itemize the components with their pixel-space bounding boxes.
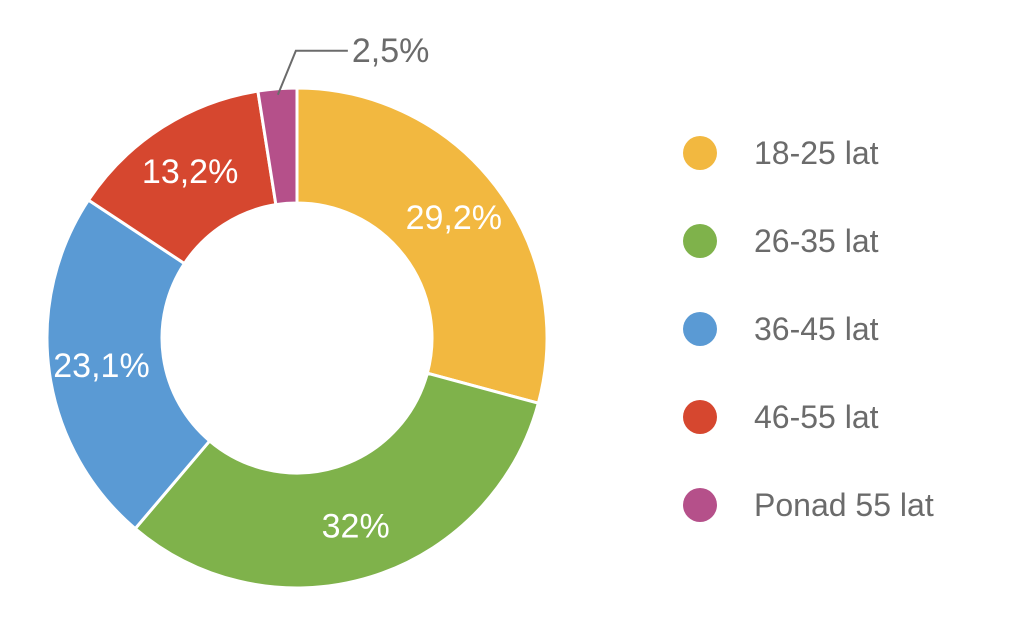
legend-marker-46-55-lat bbox=[683, 400, 717, 434]
legend-marker-18-25-lat bbox=[683, 136, 717, 170]
slice-36-45-lat bbox=[45, 198, 212, 531]
legend-label-ponad-55-lat: Ponad 55 lat bbox=[754, 487, 934, 523]
legend-marker-36-45-lat bbox=[683, 312, 717, 346]
slice-ponad-55-lat bbox=[256, 86, 299, 207]
slice-18-25-lat bbox=[295, 86, 549, 406]
legend-label-18-25-lat: 18-25 lat bbox=[754, 135, 879, 171]
slice-label-ponad-55-lat: 2,5% bbox=[352, 32, 430, 70]
legend: 18-25 lat 26-35 lat 36-45 lat 46-55 lat Pona… bbox=[683, 135, 934, 523]
slice-label-46-55-lat: 13,2% bbox=[142, 153, 238, 191]
legend-marker-ponad-55-lat bbox=[683, 488, 717, 522]
callout-group: 2,5% bbox=[276, 32, 430, 96]
slice-label-36-45-lat: 23,1% bbox=[53, 347, 149, 385]
donut-slices bbox=[45, 86, 549, 590]
legend-label-46-55-lat: 46-55 lat bbox=[754, 399, 879, 435]
slice-26-35-lat bbox=[133, 371, 541, 590]
slice-labels: 29,2% 32% 23,1% 13,2% bbox=[53, 153, 502, 546]
legend-marker-26-35-lat bbox=[683, 224, 717, 258]
callout-leader-line bbox=[276, 49, 348, 96]
legend-label-36-45-lat: 36-45 lat bbox=[754, 311, 879, 347]
slice-label-26-35-lat: 32% bbox=[322, 508, 390, 546]
slice-label-18-25-lat: 29,2% bbox=[406, 199, 502, 237]
legend-label-26-35-lat: 26-35 lat bbox=[754, 223, 879, 259]
